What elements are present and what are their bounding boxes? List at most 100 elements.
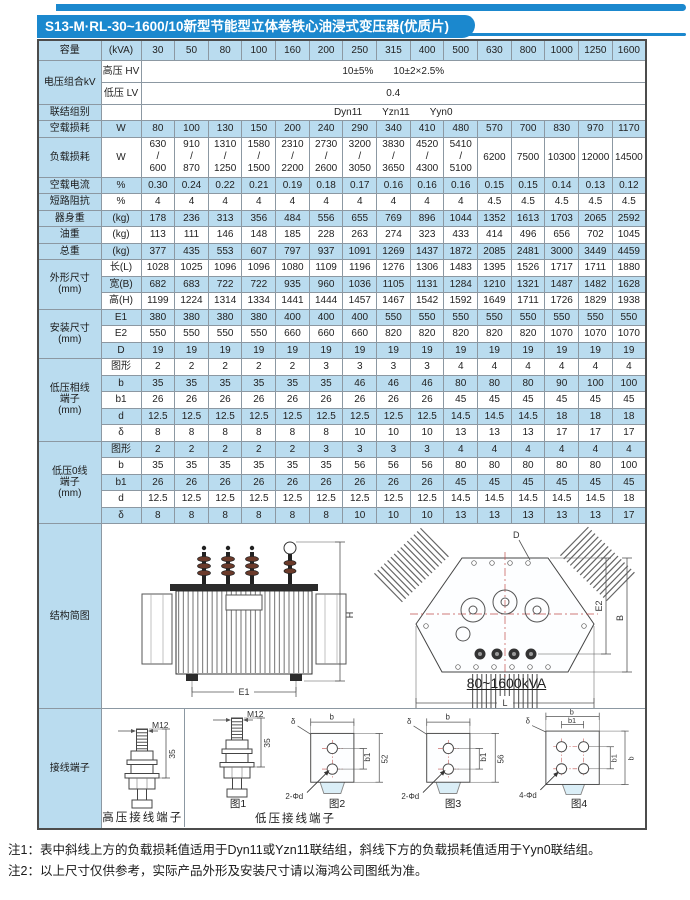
value-cell: 14.5: [443, 407, 479, 425]
value-cell: 35: [275, 374, 310, 392]
value-cell: 550: [477, 308, 512, 326]
value-cell: 1352: [477, 209, 512, 227]
value-cell: 2: [275, 440, 310, 458]
value-cell: 1044: [443, 209, 479, 227]
value-cell: 550: [443, 308, 479, 326]
value-cell: 800: [510, 39, 546, 61]
value-cell: 1276: [376, 259, 411, 277]
value-cell: 4: [376, 193, 411, 211]
value-cell: 19: [544, 341, 580, 359]
value-cell: 19: [207, 341, 243, 359]
value-cell: 236: [174, 209, 209, 227]
value-cell: 3: [342, 358, 378, 376]
value-cell: 1437: [409, 242, 445, 260]
header-underline: [450, 33, 686, 36]
value-cell: 10: [376, 506, 411, 524]
value-cell: 660: [275, 325, 310, 343]
value-cell: 4.5: [578, 193, 613, 211]
value-cell: 80: [443, 374, 479, 392]
value-cell: 100: [611, 374, 647, 392]
value-cell: 797: [275, 242, 310, 260]
spec-row: b 35 35 35 35 35 35 56 56 56 80 80 80 80 80 100: [38, 457, 647, 475]
value-cell: 3: [342, 440, 378, 458]
value-cell: 12.5: [376, 407, 411, 425]
spec-row: 总重 (kg) 377 435 553 607 797 937 1091 1269 1437 1872…: [37, 242, 647, 260]
spec-row: 电压组合kV 高压 HV 10±5% 10±2×2.5%: [37, 59, 647, 105]
value-cell: 380: [241, 308, 277, 326]
value-cell: 3: [376, 440, 411, 458]
value-cell: 146: [207, 226, 243, 244]
value-cell: 2: [174, 358, 209, 376]
value-cell: 1613: [510, 209, 546, 227]
row-unit-label: W: [100, 120, 142, 138]
spec-row: d 12.5 12.5 12.5 12.5 12.5 12.5 12.5 12.5 12.5 14.…: [38, 407, 647, 425]
value-cell: 14.5: [477, 490, 512, 508]
value-cell: 90: [544, 374, 580, 392]
value-cell: 14.5: [443, 490, 479, 508]
value-cell: 1170: [611, 120, 647, 138]
value-cell: 435: [174, 242, 209, 260]
value-cell: 50: [174, 39, 209, 61]
row-unit-label: W: [100, 136, 142, 178]
value-cell: 200: [275, 120, 310, 138]
value-cell: 937: [308, 242, 344, 260]
value-cell: 45: [510, 391, 546, 409]
spec-row: 空载损耗 W 80 100 130 150 200 240 290 340 410 480 570 700…: [37, 120, 647, 138]
value-cell: 820: [477, 325, 512, 343]
value-cell: 26: [308, 473, 344, 491]
row-unit-label: 宽(B): [100, 275, 142, 293]
value-cell: 19: [409, 341, 445, 359]
value-cell: 1717: [544, 259, 580, 277]
spec-row: 外形尺寸 (mm) 长(L) 1028 1025 1096 1096 1080 1109 119…: [37, 259, 647, 310]
value-cell: 1314: [207, 292, 243, 310]
value-cell: 3200/3050: [342, 136, 378, 178]
value-cell: 8: [140, 424, 176, 442]
value-cell: 4: [443, 358, 479, 376]
value-cell: 4520/4300: [409, 136, 445, 178]
spec-row: δ 8 8 8 8 8 8 10 10 10 13 13 13 13 13 17: [38, 506, 647, 524]
value-cell: 12.5: [140, 407, 176, 425]
value-cell: 550: [544, 308, 580, 326]
value-cell: 910/870: [174, 136, 209, 178]
value-cell: 130: [207, 120, 243, 138]
value-cell: 1196: [342, 259, 378, 277]
value-cell: 1711: [510, 292, 546, 310]
dim-label-56: 56: [497, 754, 506, 763]
value-cell: 13: [510, 424, 546, 442]
value-cell: 4: [510, 358, 546, 376]
dim-label-m12: M12: [152, 720, 169, 730]
value-cell: 19: [140, 341, 176, 359]
value-cell: 35: [174, 374, 209, 392]
value-cell: 14500: [611, 136, 647, 178]
value-cell: 2310/2200: [275, 136, 310, 178]
value-cell: 12.5: [409, 407, 445, 425]
value-cell: 1036: [342, 275, 378, 293]
value-cell: 17: [611, 506, 647, 524]
value-cell: 6200: [477, 136, 512, 178]
value-cell: 8: [275, 506, 310, 524]
spec-row: 低压 LV 0.4: [38, 81, 647, 105]
spec-row: 油重 (kg) 113 111 146 148 185 228 263 274 323 433 414 4…: [37, 226, 647, 244]
value-cell: 35: [207, 457, 243, 475]
value-cell: 12.5: [275, 407, 310, 425]
value-cell: 4: [477, 358, 512, 376]
value-cell: 56: [409, 457, 445, 475]
merged-value-cell: 10±5% 10±2×2.5%: [140, 59, 647, 83]
value-cell: 570: [477, 120, 512, 138]
value-cell: 45: [510, 473, 546, 491]
value-cell: 380: [174, 308, 209, 326]
value-cell: 1872: [443, 242, 479, 260]
figure-1: M12 35 图1: [199, 710, 277, 811]
value-cell: 414: [477, 226, 512, 244]
value-cell: 769: [376, 209, 411, 227]
row-unit-label: δ: [100, 506, 142, 524]
dim-label-4phid: 4-Φd: [519, 791, 537, 800]
row-group-label: 空载损耗: [37, 120, 102, 138]
value-cell: 26: [140, 473, 176, 491]
row-unit-label: (kg): [100, 242, 142, 260]
value-cell: 970: [578, 120, 613, 138]
row-group-label: 容量: [37, 39, 102, 61]
dim-label-e2: E2: [594, 600, 604, 611]
value-cell: 80: [544, 457, 580, 475]
value-cell: 820: [376, 325, 411, 343]
